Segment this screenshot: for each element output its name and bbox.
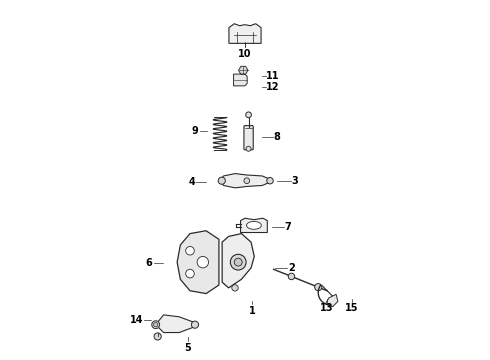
Circle shape <box>192 321 198 328</box>
Circle shape <box>244 178 249 184</box>
Text: 6: 6 <box>146 258 152 268</box>
Polygon shape <box>229 24 261 43</box>
Polygon shape <box>234 74 247 86</box>
Circle shape <box>186 269 194 278</box>
Text: 10: 10 <box>238 49 252 59</box>
Circle shape <box>186 247 194 255</box>
FancyBboxPatch shape <box>244 126 253 150</box>
Circle shape <box>232 285 238 291</box>
Circle shape <box>288 273 294 280</box>
Text: 15: 15 <box>345 303 359 313</box>
Circle shape <box>245 112 251 118</box>
Circle shape <box>197 256 209 268</box>
Text: 7: 7 <box>284 222 291 232</box>
Polygon shape <box>156 315 195 333</box>
Circle shape <box>246 146 251 151</box>
Polygon shape <box>220 174 270 188</box>
Circle shape <box>230 254 246 270</box>
Circle shape <box>154 333 161 340</box>
Polygon shape <box>239 66 248 75</box>
Text: 9: 9 <box>192 126 198 136</box>
Circle shape <box>153 323 158 327</box>
Text: 2: 2 <box>288 262 294 273</box>
Text: 11: 11 <box>267 71 280 81</box>
Text: 13: 13 <box>320 303 334 313</box>
Text: 8: 8 <box>273 132 280 142</box>
Polygon shape <box>177 231 219 294</box>
Polygon shape <box>325 294 338 307</box>
Polygon shape <box>241 218 268 233</box>
Text: 5: 5 <box>184 342 191 352</box>
Text: 1: 1 <box>249 306 255 316</box>
Text: 12: 12 <box>267 82 280 92</box>
Circle shape <box>315 284 322 291</box>
Polygon shape <box>222 234 254 288</box>
Circle shape <box>152 321 160 329</box>
Circle shape <box>234 258 242 266</box>
Text: 3: 3 <box>292 176 298 186</box>
Text: 4: 4 <box>188 177 195 187</box>
Ellipse shape <box>246 221 261 229</box>
Text: 14: 14 <box>130 315 143 325</box>
Circle shape <box>218 177 225 184</box>
Circle shape <box>267 177 273 184</box>
